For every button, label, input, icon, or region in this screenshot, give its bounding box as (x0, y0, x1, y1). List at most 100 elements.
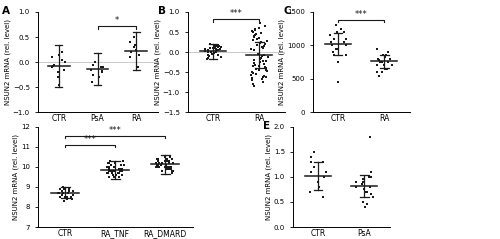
Point (211, 46, 219, 50)
Point (152, 165, 160, 169)
Point (97, 65, 105, 69)
Point (256, 21, 264, 25)
Point (256, 56, 264, 60)
Point (120, 163, 128, 167)
Y-axis label: NSUN2 mRNA (rel. level): NSUN2 mRNA (rel. level) (4, 19, 10, 105)
Point (310, 165, 318, 169)
Point (310, 150, 318, 154)
Point (375, 58, 383, 62)
Point (152, 157, 160, 161)
Point (111, 165, 119, 169)
Point (69, 193, 77, 197)
Point (104, 161, 112, 165)
Point (256, 60, 264, 64)
Point (260, 62, 268, 66)
Point (363, 190, 371, 194)
Point (106, 163, 114, 167)
Point (376, 74, 384, 77)
Point (214, 48, 222, 52)
Text: B: B (158, 6, 166, 16)
Point (247, 47, 255, 51)
Point (248, 76, 256, 80)
Point (118, 169, 126, 173)
Point (260, 74, 268, 78)
Point (207, 50, 215, 54)
Point (54, 75, 62, 79)
Point (352, 185, 360, 189)
Point (252, 33, 260, 37)
Y-axis label: NSUN2 mRNA (rel. level): NSUN2 mRNA (rel. level) (265, 134, 272, 220)
Point (208, 52, 216, 56)
Point (326, 33, 334, 37)
Point (66, 187, 74, 191)
Point (386, 57, 394, 61)
Point (210, 44, 218, 48)
Point (156, 165, 164, 169)
Point (210, 51, 218, 55)
Point (161, 159, 169, 163)
Point (332, 30, 340, 34)
Point (384, 50, 392, 54)
Text: A: A (2, 6, 10, 16)
Point (64, 195, 72, 199)
Point (214, 43, 222, 47)
Point (358, 177, 366, 181)
Point (107, 169, 115, 173)
Point (366, 135, 374, 139)
Point (258, 77, 266, 81)
Point (262, 66, 270, 70)
Point (216, 47, 224, 51)
Point (104, 171, 112, 175)
Point (56, 187, 64, 191)
Point (153, 165, 161, 169)
Point (162, 157, 170, 161)
Point (362, 190, 370, 194)
Point (166, 167, 174, 171)
Text: E: E (263, 121, 270, 131)
Point (217, 45, 225, 49)
Point (110, 165, 118, 169)
Point (108, 169, 116, 173)
Point (106, 159, 114, 163)
Point (382, 67, 390, 71)
Point (342, 37, 350, 41)
Point (382, 54, 390, 57)
Point (256, 57, 264, 61)
Point (334, 60, 342, 64)
Point (104, 161, 112, 165)
Point (130, 45, 138, 49)
Point (250, 48, 258, 52)
Point (314, 180, 322, 184)
Point (374, 57, 382, 61)
Point (208, 52, 216, 56)
Point (158, 163, 166, 167)
Point (252, 32, 260, 36)
Point (204, 48, 212, 52)
Point (168, 167, 175, 171)
Point (56, 195, 64, 199)
Point (248, 70, 256, 74)
Point (252, 72, 260, 76)
Point (158, 161, 166, 165)
Point (158, 169, 166, 173)
Point (105, 167, 113, 171)
Point (374, 47, 382, 51)
Point (154, 157, 162, 161)
Point (103, 171, 111, 175)
Point (250, 34, 258, 38)
Point (158, 169, 166, 173)
Point (374, 64, 382, 67)
Point (263, 70, 271, 73)
Point (164, 167, 172, 171)
Point (58, 189, 66, 193)
Point (161, 155, 169, 159)
Point (363, 203, 371, 206)
Point (380, 64, 388, 67)
Text: ***: *** (84, 135, 96, 144)
Point (340, 40, 348, 44)
Point (262, 65, 270, 69)
Point (157, 163, 165, 167)
Point (166, 161, 173, 165)
Point (212, 50, 220, 54)
Point (360, 187, 368, 191)
